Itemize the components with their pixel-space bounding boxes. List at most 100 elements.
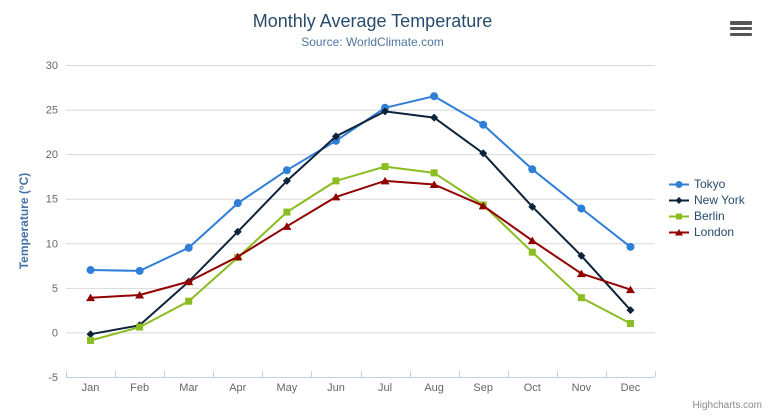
legend-marker-square-icon <box>669 213 689 219</box>
x-tick-label: Apr <box>229 382 246 394</box>
x-axis-labels: Jan Feb Mar Apr May Jun Jul Aug Sep Oct Nov Dec <box>82 382 641 394</box>
point-london-aug[interactable] <box>429 180 439 188</box>
legend-item-tokyo[interactable]: Tokyo <box>669 176 745 192</box>
legend-marker-shape <box>675 196 683 204</box>
point-london-oct[interactable] <box>527 236 537 245</box>
point-berlin-mar[interactable] <box>185 297 193 305</box>
x-tick-label: Feb <box>130 382 149 394</box>
series-line-london <box>89 179 632 299</box>
point-tokyo-may[interactable] <box>282 166 291 175</box>
legend-label: London <box>694 225 735 239</box>
x-axis <box>66 371 656 378</box>
x-tick-label: Sep <box>473 382 493 394</box>
point-london-mar[interactable] <box>184 277 194 286</box>
x-tick-label: Oct <box>524 382 541 394</box>
y-tick-label: 0 <box>52 327 58 339</box>
hamburger-bar <box>730 26 752 31</box>
point-new-york-dec[interactable] <box>626 306 635 315</box>
point-tokyo-nov[interactable] <box>577 204 586 213</box>
y-tick-label: -5 <box>48 372 58 384</box>
point-tokyo-mar[interactable] <box>184 243 193 252</box>
legend-marker-diamond-icon <box>669 196 689 204</box>
legend-item-new-york[interactable]: New York <box>669 192 745 208</box>
point-berlin-nov[interactable] <box>577 294 585 302</box>
legend-marker-circle-icon <box>669 180 689 188</box>
x-tick-label: Jan <box>82 382 100 394</box>
series-line-tokyo <box>89 95 632 272</box>
point-london-feb[interactable] <box>135 290 145 299</box>
point-berlin-oct[interactable] <box>528 248 536 256</box>
hamburger-bar <box>730 32 752 36</box>
point-tokyo-jan[interactable] <box>86 266 95 275</box>
y-tick-label: 10 <box>46 238 58 250</box>
x-tick-label: Nov <box>572 382 592 394</box>
legend-marker-triangle-icon <box>669 228 689 235</box>
y-axis-title: Temperature (°C) <box>17 172 31 270</box>
legend-label: Tokyo <box>694 177 726 191</box>
chart-title: Monthly Average Temperature <box>252 11 493 31</box>
point-tokyo-sep[interactable] <box>479 120 488 129</box>
point-new-york-nov[interactable] <box>577 251 586 260</box>
legend-label: Berlin <box>694 209 725 223</box>
y-tick-label: 20 <box>46 149 58 161</box>
series-line-new-york <box>89 110 632 336</box>
point-london-jan[interactable] <box>86 293 96 302</box>
series-tokyo <box>86 92 635 275</box>
point-new-york-jan[interactable] <box>86 330 95 339</box>
point-berlin-jul[interactable] <box>381 163 389 171</box>
legend-item-london[interactable]: London <box>669 224 745 240</box>
legend-label: New York <box>694 193 745 207</box>
legend: Tokyo New York Berlin London <box>669 176 745 240</box>
point-london-nov[interactable] <box>576 269 586 278</box>
point-london-sep[interactable] <box>478 201 488 210</box>
point-london-dec[interactable] <box>625 285 635 294</box>
series-new-york <box>86 107 635 339</box>
highcharts-credit-link[interactable]: Highcharts.com <box>692 400 762 411</box>
point-london-jun[interactable] <box>331 192 341 201</box>
point-berlin-may[interactable] <box>283 208 291 216</box>
legend-marker-shape <box>676 213 682 219</box>
y-axis-labels: -5 0 5 10 15 20 25 30 <box>46 60 58 384</box>
series-london <box>86 176 635 302</box>
hamburger-bar <box>730 21 752 25</box>
point-new-york-jul[interactable] <box>381 107 390 116</box>
y-tick-label: 30 <box>46 60 58 72</box>
point-london-jul[interactable] <box>380 176 390 185</box>
point-new-york-apr[interactable] <box>233 227 242 236</box>
point-tokyo-apr[interactable] <box>233 199 242 208</box>
point-tokyo-oct[interactable] <box>528 165 537 174</box>
y-tick-label: 25 <box>46 105 58 117</box>
point-london-may[interactable] <box>282 222 292 230</box>
x-tick-label: Jun <box>327 382 345 394</box>
legend-item-berlin[interactable]: Berlin <box>669 208 745 224</box>
y-tick-label: 5 <box>52 283 58 295</box>
point-berlin-jun[interactable] <box>332 177 340 185</box>
point-tokyo-aug[interactable] <box>430 92 439 101</box>
point-new-york-may[interactable] <box>282 176 291 185</box>
point-tokyo-dec[interactable] <box>626 242 635 251</box>
point-new-york-aug[interactable] <box>430 113 439 122</box>
point-new-york-jun[interactable] <box>331 132 340 141</box>
point-berlin-jan[interactable] <box>87 336 95 344</box>
x-tick-label: Aug <box>424 382 444 394</box>
chart-subtitle: Source: WorldClimate.com <box>301 35 444 49</box>
point-berlin-aug[interactable] <box>430 169 438 177</box>
x-tick-label: Jul <box>378 382 392 394</box>
legend-marker-shape <box>675 228 683 235</box>
legend-marker-shape <box>675 180 683 188</box>
point-berlin-dec[interactable] <box>626 320 634 328</box>
x-tick-label: May <box>276 382 297 394</box>
series-line-berlin <box>89 165 632 342</box>
point-tokyo-feb[interactable] <box>135 266 144 275</box>
hamburger-menu-icon[interactable] <box>730 21 754 36</box>
y-gridlines <box>66 65 655 378</box>
x-tick-label: Mar <box>179 382 198 394</box>
x-tick-label: Dec <box>621 382 641 394</box>
point-london-apr[interactable] <box>233 252 243 261</box>
point-new-york-oct[interactable] <box>528 202 537 211</box>
point-berlin-feb[interactable] <box>136 323 144 331</box>
y-tick-label: 15 <box>46 194 58 206</box>
point-new-york-sep[interactable] <box>479 149 488 158</box>
